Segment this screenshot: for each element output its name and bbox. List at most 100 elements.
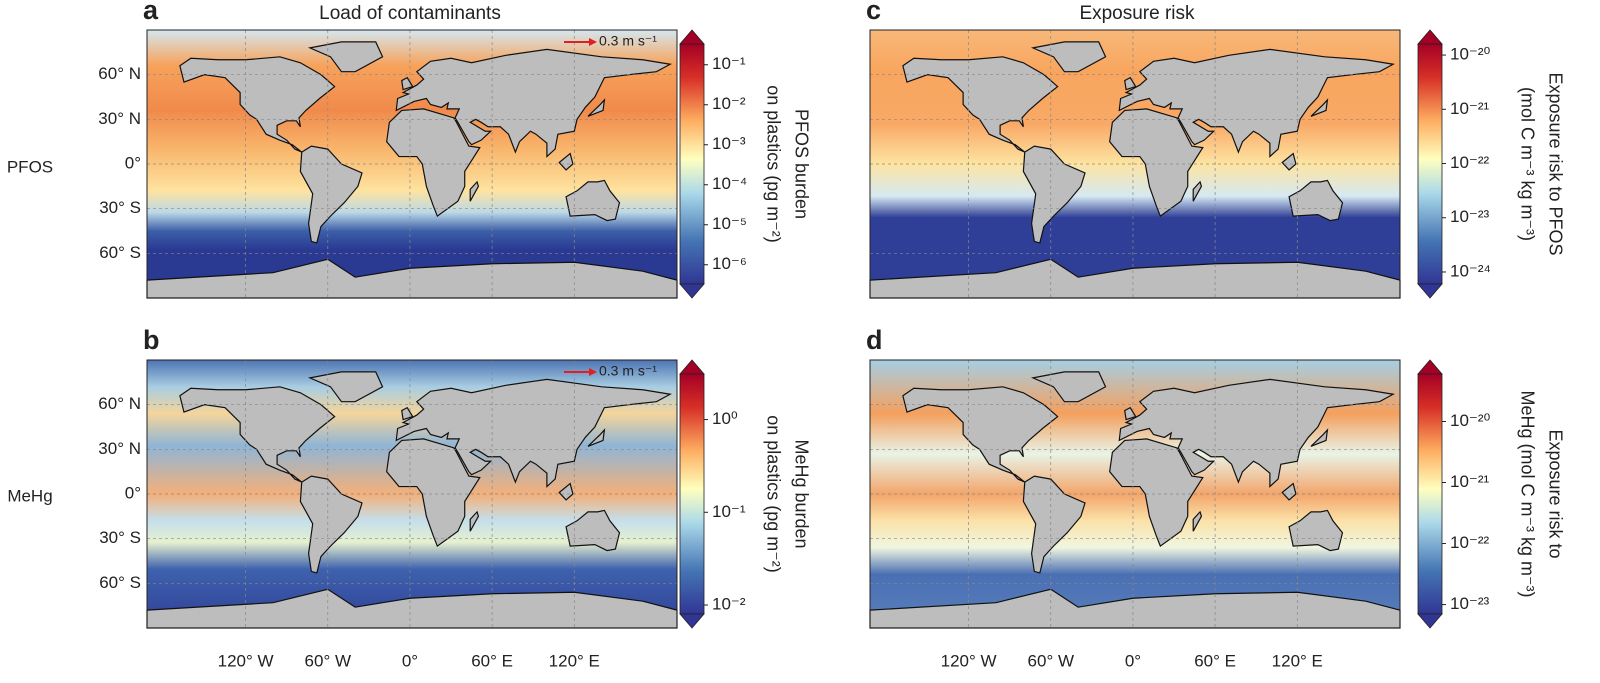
lat-tick-label: 60° N xyxy=(98,394,141,413)
lat-tick-label: 60° N xyxy=(98,64,141,83)
colorbar-tick-label: 10⁻⁴ xyxy=(712,174,747,193)
land xyxy=(1310,428,1329,447)
colorbar-tick-label: 10⁻³ xyxy=(712,134,746,153)
colorbar-tick-label: 10⁻²³ xyxy=(1450,207,1490,226)
land xyxy=(1281,482,1297,501)
colorbar-tick-label: 10⁻²² xyxy=(1450,533,1490,552)
colorbar xyxy=(679,373,705,615)
land xyxy=(395,378,672,488)
lon-tick-label: 120° W xyxy=(218,651,274,670)
colorbar-label: MeHg burden xyxy=(791,439,811,548)
colorbar-tick-label: 10⁰ xyxy=(712,409,738,428)
land xyxy=(1109,108,1204,218)
colorbar xyxy=(1417,373,1443,615)
colorbar-label: on plastics (pg m⁻²) xyxy=(763,415,783,573)
land xyxy=(1288,509,1344,552)
lon-tick-label: 60° W xyxy=(1028,651,1074,670)
land xyxy=(1192,510,1203,532)
land xyxy=(558,482,574,501)
land xyxy=(558,152,574,171)
colorbar-extend xyxy=(1417,359,1443,375)
map-frame xyxy=(146,29,678,299)
land xyxy=(395,48,672,158)
colorbar-label: MeHg (mol C m⁻³ kg m⁻³) xyxy=(1517,391,1537,598)
land xyxy=(1310,98,1329,117)
colorbar-tick-label: 10⁻² xyxy=(712,94,746,113)
lat-tick-label: 0° xyxy=(125,153,141,172)
arrow-head xyxy=(589,368,597,376)
land xyxy=(902,386,1059,483)
land xyxy=(1118,378,1395,488)
colorbar-tick-label: 10⁻⁶ xyxy=(712,254,747,273)
lat-tick-label: 30° N xyxy=(98,109,141,128)
lon-tick-label: 60° E xyxy=(471,651,513,670)
map-frame xyxy=(869,29,1401,299)
land xyxy=(469,180,480,202)
colorbar-label: Exposure risk to xyxy=(1545,429,1565,558)
colorbar-extend xyxy=(679,359,705,375)
colorbar-label: (mol C m⁻³ kg m⁻³) xyxy=(1517,87,1537,241)
lon-tick-label: 120° W xyxy=(941,651,997,670)
lat-tick-label: 30° S xyxy=(99,528,141,547)
colorbar-tick-label: 10⁻²¹ xyxy=(1450,99,1490,118)
colorbar-label: on plastics (pg m⁻²) xyxy=(763,85,783,243)
land xyxy=(587,98,606,117)
colorbar-tick-label: 10⁻² xyxy=(712,594,746,613)
lon-tick-label: 120° E xyxy=(1272,651,1323,670)
panel-letter: c xyxy=(866,0,881,25)
land xyxy=(386,108,481,218)
colorbar-label: PFOS burden xyxy=(791,109,811,219)
lat-tick-label: 60° S xyxy=(99,573,141,592)
land xyxy=(902,56,1059,153)
colorbar xyxy=(1417,43,1443,285)
scale-arrow-label: 0.3 m s⁻¹ xyxy=(599,33,657,49)
colorbar-tick-label: 10⁻²² xyxy=(1450,153,1490,172)
land xyxy=(386,438,481,548)
panel-letter: d xyxy=(866,325,883,355)
land xyxy=(1281,152,1297,171)
colorbar-extend xyxy=(679,613,705,629)
colorbar-extend xyxy=(679,29,705,45)
colorbar-tick-label: 10⁻⁵ xyxy=(712,214,747,233)
lat-tick-label: 30° N xyxy=(98,439,141,458)
row-label: MeHg xyxy=(7,486,52,505)
arrow-head xyxy=(589,38,597,46)
lat-tick-label: 0° xyxy=(125,483,141,502)
land xyxy=(1022,145,1086,244)
colorbar-extend xyxy=(1417,613,1443,629)
colorbar-tick-label: 10⁻²³ xyxy=(1450,594,1490,613)
colorbar-tick-label: 10⁻²⁰ xyxy=(1450,45,1491,64)
map-frame xyxy=(146,359,678,629)
colorbar-tick-label: 10⁻¹ xyxy=(712,54,746,73)
lon-tick-label: 120° E xyxy=(549,651,600,670)
colorbar-tick-label: 10⁻²¹ xyxy=(1450,472,1490,491)
lat-tick-label: 60° S xyxy=(99,243,141,262)
land xyxy=(179,386,336,483)
lon-tick-label: 0° xyxy=(1125,651,1141,670)
land xyxy=(469,510,480,532)
column-title: Load of contaminants xyxy=(319,3,501,24)
land xyxy=(587,428,606,447)
column-title: Exposure risk xyxy=(1079,3,1195,24)
land xyxy=(565,179,621,222)
land xyxy=(299,145,363,244)
scale-arrow-label: 0.3 m s⁻¹ xyxy=(599,363,657,379)
lon-tick-label: 60° E xyxy=(1194,651,1236,670)
colorbar xyxy=(679,43,705,285)
land xyxy=(1022,475,1086,574)
lat-tick-label: 30° S xyxy=(99,198,141,217)
colorbar-tick-label: 10⁻¹ xyxy=(712,502,746,521)
land xyxy=(565,509,621,552)
land xyxy=(1192,180,1203,202)
land xyxy=(1118,48,1395,158)
land xyxy=(179,56,336,153)
colorbar-extend xyxy=(1417,283,1443,299)
row-label: PFOS xyxy=(7,157,53,176)
colorbar-tick-label: 10⁻²⁴ xyxy=(1450,261,1491,280)
land xyxy=(1288,179,1344,222)
colorbar-extend xyxy=(679,283,705,299)
lon-tick-label: 60° W xyxy=(305,651,351,670)
colorbar-tick-label: 10⁻²⁰ xyxy=(1450,411,1491,430)
land xyxy=(1109,438,1204,548)
